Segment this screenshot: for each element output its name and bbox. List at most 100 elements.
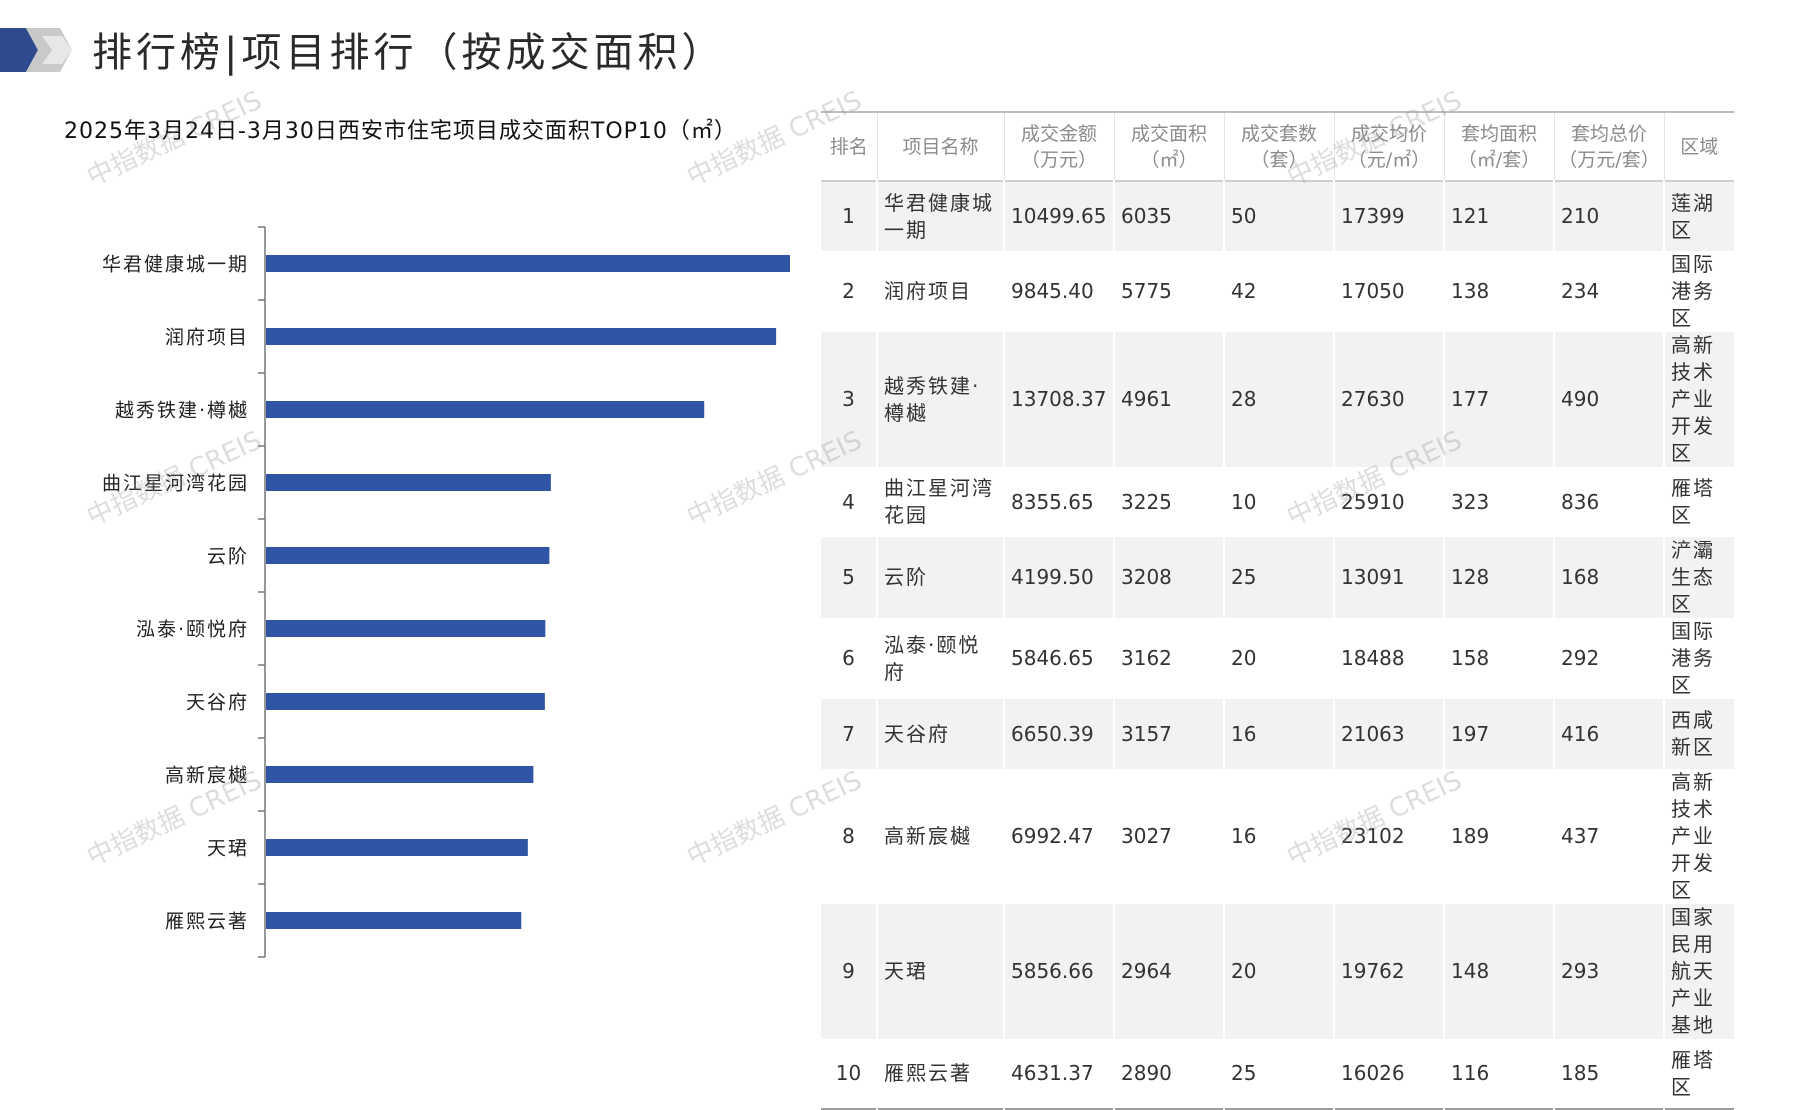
table-cell: 国际港务区	[1671, 619, 1715, 697]
table-cell: 云阶	[877, 537, 1005, 618]
bar-4	[266, 474, 551, 491]
table-row: 3 越秀铁建·樽樾 13708.37 4961 28 27630 177 490 高新技术产业开…	[821, 332, 1734, 467]
table-cell: 3225	[1114, 467, 1225, 537]
category-label: 天珺	[207, 838, 249, 860]
table-cell: 28	[1224, 332, 1335, 467]
table-cell: 8	[821, 769, 878, 904]
table-cell: 17399	[1334, 181, 1445, 251]
table-cell: 高新宸樾	[877, 769, 1005, 904]
table-cell: 197	[1444, 699, 1555, 769]
table-cell: 42	[1224, 251, 1335, 332]
column-header: 项目名称	[877, 112, 1005, 181]
table-row: 7 天谷府 6650.39 3157 16 21063 197 416 西咸新区	[821, 699, 1734, 769]
category-label: 润府项目	[165, 327, 249, 349]
table-cell: 13091	[1334, 537, 1445, 618]
table-cell: 浐灞生态区	[1664, 537, 1734, 618]
table-cell: 121	[1444, 181, 1555, 251]
table-row: 9 天珺 5856.66 2964 20 19762 148 293 国家民用航天产业基地	[821, 904, 1734, 1039]
table-cell: 2	[821, 251, 878, 332]
table-cell: 27630	[1334, 332, 1445, 467]
table-row: 5 云阶 4199.50 3208 25 13091 128 168 浐灞生态区	[821, 537, 1734, 618]
brand-logo-icon	[0, 28, 72, 72]
table-cell: 50	[1224, 181, 1335, 251]
table-cell: 2890	[1114, 1039, 1225, 1109]
table-cell: 10	[821, 1039, 878, 1109]
table-cell: 6	[821, 618, 878, 699]
table-cell: 138	[1444, 251, 1555, 332]
table-row: 10 雁熙云著 4631.37 2890 25 16026 116 185 雁塔区	[821, 1039, 1734, 1109]
table-cell: 25	[1224, 1039, 1335, 1109]
column-header: 套均面积 （㎡/套）	[1444, 112, 1555, 181]
table-cell: 9	[821, 904, 878, 1039]
bar-chart: 华君健康城一期润府项目越秀铁建·樽樾曲江星河湾花园云阶泓泰·颐悦府天谷府高新宸樾…	[102, 226, 790, 958]
column-header: 排名	[821, 112, 878, 181]
table-cell: 国家民用航天产业基地	[1664, 904, 1734, 1039]
column-header: 成交面积 （㎡）	[1114, 112, 1225, 181]
table-cell: 6035	[1114, 181, 1225, 251]
table-cell: 润府项目	[877, 251, 1005, 332]
table-row: 4 曲江星河湾花园 8355.65 3225 10 25910 323 836 雁塔区	[821, 467, 1734, 537]
table-cell: 1	[821, 181, 878, 251]
table-cell: 5846.65	[1004, 618, 1115, 699]
bar-6	[266, 620, 546, 637]
category-label: 云阶	[207, 546, 249, 568]
table-cell: 天谷府	[877, 699, 1005, 769]
table-cell: 4	[821, 467, 878, 537]
table-cell: 莲湖区	[1664, 181, 1734, 251]
table-cell: 4961	[1114, 332, 1225, 467]
table-cell: 6650.39	[1004, 699, 1115, 769]
table-cell: 168	[1554, 537, 1665, 618]
table-cell: 5775	[1114, 251, 1225, 332]
table-cell: 雁塔区	[1671, 1047, 1715, 1099]
table-row: 2 润府项目 9845.40 5775 42 17050 138 234 国际港务区	[821, 251, 1734, 332]
table-cell: 3208	[1114, 537, 1225, 618]
column-header: 套均总价 （万元/套）	[1554, 112, 1665, 181]
table-cell: 19762	[1334, 904, 1445, 1039]
column-header: 成交金额 （万元）	[1004, 112, 1115, 181]
table-cell: 21063	[1334, 699, 1445, 769]
table-cell: 曲江星河湾花园	[877, 467, 1005, 537]
table-cell: 18488	[1334, 618, 1445, 699]
table-cell: 23102	[1334, 769, 1445, 904]
table-cell: 185	[1554, 1039, 1665, 1109]
table-cell: 16	[1224, 699, 1335, 769]
bar-2	[266, 328, 777, 345]
table-cell: 天珺	[877, 904, 1005, 1039]
table-cell: 416	[1554, 699, 1665, 769]
table-cell: 17050	[1334, 251, 1445, 332]
bar-1	[266, 255, 790, 272]
table-cell: 292	[1554, 618, 1665, 699]
bar-9	[266, 839, 528, 856]
table-cell: 20	[1224, 904, 1335, 1039]
table-cell: 泓泰·颐悦府	[877, 618, 1005, 699]
table-cell: 雁塔区	[1671, 476, 1715, 527]
table-cell: 3	[821, 332, 878, 467]
category-label: 华君健康城一期	[102, 254, 249, 276]
table-cell: 国际港务区	[1671, 252, 1715, 330]
table-cell: 8355.65	[1004, 467, 1115, 537]
category-label: 高新宸樾	[165, 765, 249, 787]
table-cell: 高新技术产业开发区	[1664, 332, 1734, 467]
table-cell: 437	[1554, 769, 1665, 904]
table-cell: 148	[1444, 904, 1555, 1039]
table-cell: 16026	[1334, 1039, 1445, 1109]
table-cell: 836	[1554, 467, 1665, 537]
ranking-table: 排名 项目名称 成交金额 （万元） 成交面积 （㎡） 成交套数 （套） 成交均价 （元/㎡） 套均面…	[821, 111, 1734, 1110]
table-cell: 323	[1444, 467, 1555, 537]
bar-10	[266, 912, 522, 929]
table-cell: 2964	[1114, 904, 1225, 1039]
column-header: 成交套数 （套）	[1224, 112, 1335, 181]
table-cell: 13708.37	[1004, 332, 1115, 467]
bar-5	[266, 547, 550, 564]
table-cell: 189	[1444, 769, 1555, 904]
bar-3	[266, 401, 705, 418]
table-cell: 5856.66	[1004, 904, 1115, 1039]
bar-8	[266, 766, 534, 783]
table-cell: 3157	[1114, 699, 1225, 769]
table-cell: 293	[1554, 904, 1665, 1039]
table-cell: 6992.47	[1004, 769, 1115, 904]
table-cell: 9845.40	[1004, 251, 1115, 332]
table-cell: 高新技术产业开发区	[1671, 770, 1715, 902]
page-title: 排行榜|项目排行（按成交面积）	[92, 30, 726, 76]
table-cell: 210	[1554, 181, 1665, 251]
